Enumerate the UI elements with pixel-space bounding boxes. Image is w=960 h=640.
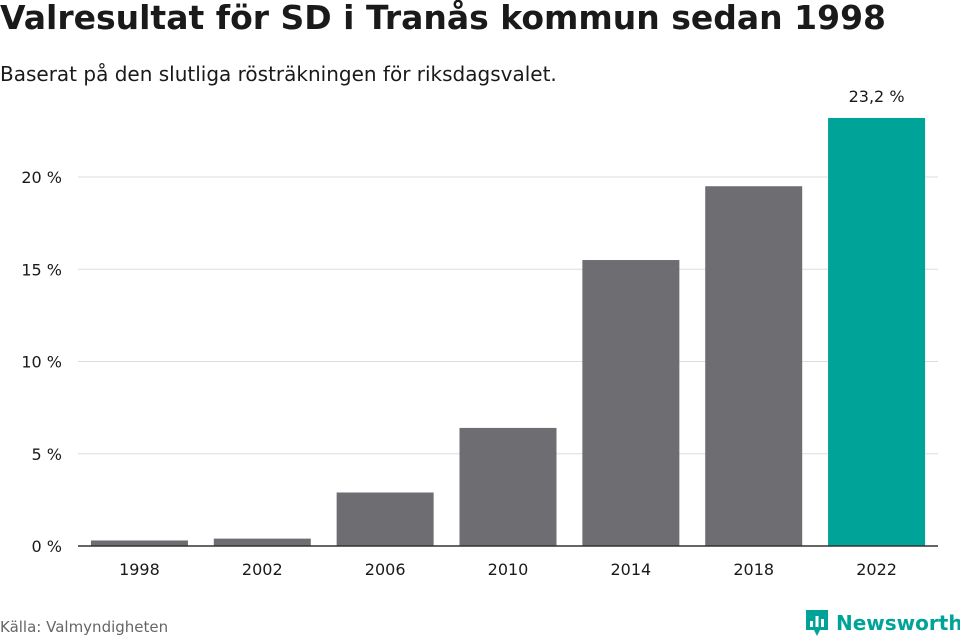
bar-chart: 0 % 5 % 10 % 15 % 20 % 1998 2002 2006 2010 2014 20… — [21, 87, 938, 579]
y-tick-label: 10 % — [21, 353, 62, 372]
bar — [705, 186, 803, 546]
data-label: 23,2 % — [849, 87, 905, 106]
source-note: Källa: Valmyndigheten — [0, 618, 169, 636]
bar — [213, 538, 311, 546]
brand-logo[interactable]: Newsworthy — [804, 608, 960, 638]
x-tick-label: 2018 — [733, 560, 774, 579]
y-tick-label: 15 % — [21, 260, 62, 279]
x-tick-label: 2022 — [856, 560, 897, 579]
newsworthy-logo-icon — [806, 610, 828, 636]
bar — [90, 540, 188, 546]
y-tick-label: 5 % — [32, 445, 62, 464]
x-tick-label: 1998 — [119, 560, 160, 579]
bar — [828, 117, 926, 547]
bars — [78, 117, 938, 547]
chart-subtitle: Baserat på den slutliga rösträkningen fö… — [0, 62, 557, 86]
bar — [582, 260, 680, 546]
y-tick-label: 20 % — [21, 168, 62, 187]
y-tick-label: 0 % — [32, 537, 62, 556]
brand-name: Newsworthy — [836, 611, 960, 635]
grid-lines — [78, 176, 938, 455]
x-tick-label: 2010 — [488, 560, 529, 579]
bar — [336, 492, 434, 546]
x-tick-label: 2006 — [365, 560, 406, 579]
bar — [459, 427, 557, 546]
labels: 0 % 5 % 10 % 15 % 20 % 1998 2002 2006 2010 2014 20… — [21, 87, 904, 579]
chart-title: Valresultat för SD i Tranås kommun sedan… — [0, 0, 887, 37]
x-tick-label: 2002 — [242, 560, 283, 579]
x-tick-label: 2014 — [610, 560, 651, 579]
